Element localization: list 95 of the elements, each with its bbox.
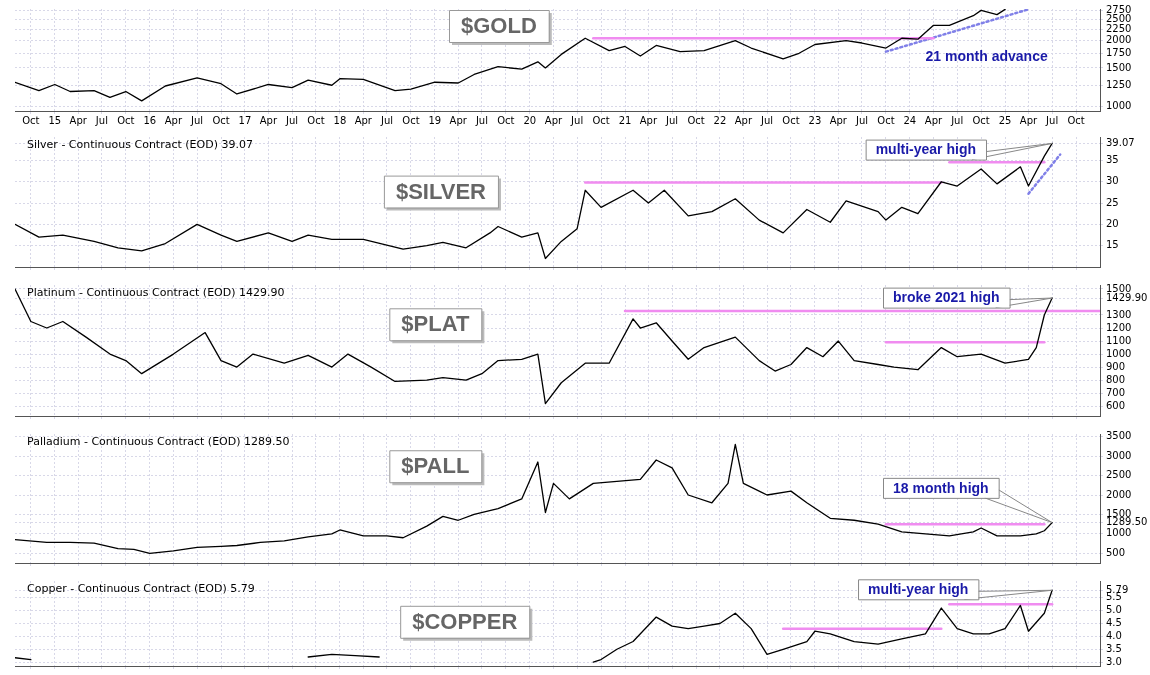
x-tick-label: Apr <box>354 114 373 126</box>
x-tick-label: Jul <box>379 114 394 126</box>
annotation: $COPPER <box>412 608 518 634</box>
y-tick-label: 3000 <box>1106 449 1132 461</box>
y-tick-label: 2000 <box>1106 488 1132 500</box>
x-tick-label: Jul <box>474 114 488 126</box>
x-tick-label: Jul <box>570 114 584 126</box>
annotation: $PLAT <box>401 311 470 337</box>
x-tick-label: Oct <box>307 114 325 126</box>
x-tick-label: Apr <box>734 114 753 126</box>
y-tick-label: 15 <box>1106 239 1119 251</box>
annotation: broke 2021 high <box>893 289 1000 306</box>
x-tick-label: Apr <box>164 114 183 126</box>
x-tick-label: 25 <box>998 114 1012 126</box>
x-tick-label: Oct <box>687 114 705 126</box>
x-tick-label: 19 <box>428 114 442 126</box>
x-tick-label: Oct <box>212 114 230 126</box>
y-tick-label: 1250 <box>1106 78 1132 90</box>
y-tick-label: 1000 <box>1106 100 1132 112</box>
x-tick-label: Jul <box>854 114 869 126</box>
annotation: 21 month advance <box>925 47 1048 64</box>
y-tick-label: 1750 <box>1106 46 1132 58</box>
x-tick-label: Jul <box>285 114 299 126</box>
x-tick-label: Apr <box>259 114 278 126</box>
y-tick-label: 1300 <box>1106 308 1132 320</box>
y-tick-label: 30 <box>1106 175 1119 187</box>
chart-subtitle: Silver - Continuous Contract (EOD) 39.07 <box>27 138 253 152</box>
x-tick-label: 24 <box>903 114 917 126</box>
x-tick-label: Apr <box>449 114 468 126</box>
x-tick-label: 20 <box>523 114 537 126</box>
x-tick-label: 23 <box>808 114 822 126</box>
y-tick-label: 600 <box>1106 399 1126 411</box>
x-tick-label: Oct <box>782 114 800 126</box>
y-tick-label: 25 <box>1106 196 1119 208</box>
x-tick-label: Oct <box>497 114 515 126</box>
x-tick-label: Jul <box>950 114 964 126</box>
y-tick-label: 3.5 <box>1106 642 1122 654</box>
y-tick-label: 20 <box>1106 217 1119 229</box>
y-tick-label: 1500 <box>1106 282 1132 294</box>
chart-subtitle: Copper - Continuous Contract (EOD) 5.79 <box>27 582 255 596</box>
y-tick-label: 1500 <box>1106 61 1132 73</box>
x-tick-label: Oct <box>877 114 895 126</box>
x-tick-label: Oct <box>117 114 135 126</box>
x-tick-label: Apr <box>924 114 944 126</box>
annotation: 18 month high <box>893 479 989 496</box>
x-tick-label: Jul <box>1045 114 1059 126</box>
y-tick-label: 39.07 <box>1106 136 1135 148</box>
annotation: multi-year high <box>868 581 969 598</box>
x-tick-label: 21 <box>618 114 632 126</box>
y-tick-label: 900 <box>1106 360 1126 372</box>
x-tick-label: Apr <box>544 114 563 126</box>
y-tick-label: 2000 <box>1106 34 1132 46</box>
annotation: $PALL <box>401 453 470 479</box>
x-tick-label: Apr <box>639 114 658 126</box>
chart-subtitle: Palladium - Continuous Contract (EOD) 1289.50 <box>27 435 290 449</box>
y-tick-label: 5.0 <box>1106 604 1122 616</box>
y-tick-label: 2500 <box>1106 469 1132 481</box>
x-tick-label: Jul <box>190 114 204 126</box>
y-tick-label: 1429.90 <box>1106 291 1148 303</box>
y-tick-label: 2500 <box>1106 13 1132 25</box>
x-tick-label: Apr <box>1019 114 1038 126</box>
annotation: multi-year high <box>875 141 976 158</box>
y-tick-label: 2250 <box>1106 23 1132 35</box>
x-tick-label: 18 <box>333 114 347 126</box>
x-tick-label: Jul <box>760 114 774 126</box>
y-tick-label: 1000 <box>1106 527 1132 539</box>
y-tick-label: 700 <box>1106 386 1126 398</box>
x-tick-label: Apr <box>829 114 848 126</box>
y-tick-label: 3.0 <box>1106 655 1122 667</box>
y-tick-label: 1100 <box>1106 334 1132 346</box>
x-tick-label: Oct <box>402 114 420 126</box>
y-tick-label: 5.5 <box>1106 591 1122 603</box>
x-tick-label: 22 <box>713 114 727 126</box>
y-tick-label: 4.5 <box>1106 617 1122 629</box>
y-tick-label: 800 <box>1106 373 1126 385</box>
y-tick-label: 4.0 <box>1106 629 1122 641</box>
x-tick-label: Oct <box>972 114 990 126</box>
x-tick-label: 17 <box>238 114 252 126</box>
y-tick-label: 500 <box>1106 546 1126 558</box>
y-tick-label: 35 <box>1106 154 1119 166</box>
x-tick-label: 15 <box>48 114 62 126</box>
annotation: $GOLD <box>461 13 537 39</box>
x-tick-label: Jul <box>665 114 679 126</box>
x-tick-label: Oct <box>1067 114 1085 126</box>
x-tick-label: Jul <box>94 114 108 126</box>
x-tick-label: Oct <box>22 114 40 126</box>
y-tick-label: 1000 <box>1106 347 1132 359</box>
annotation: $SILVER <box>395 178 487 204</box>
chart-subtitle: Platinum - Continuous Contract (EOD) 1429.90 <box>27 286 285 300</box>
x-tick-label: Oct <box>592 114 610 126</box>
y-tick-label: 2750 <box>1106 3 1132 15</box>
y-tick-label: 3500 <box>1106 430 1132 442</box>
x-tick-label: Apr <box>69 114 88 126</box>
y-tick-label: 1200 <box>1106 321 1132 333</box>
x-tick-label: 16 <box>143 114 157 126</box>
